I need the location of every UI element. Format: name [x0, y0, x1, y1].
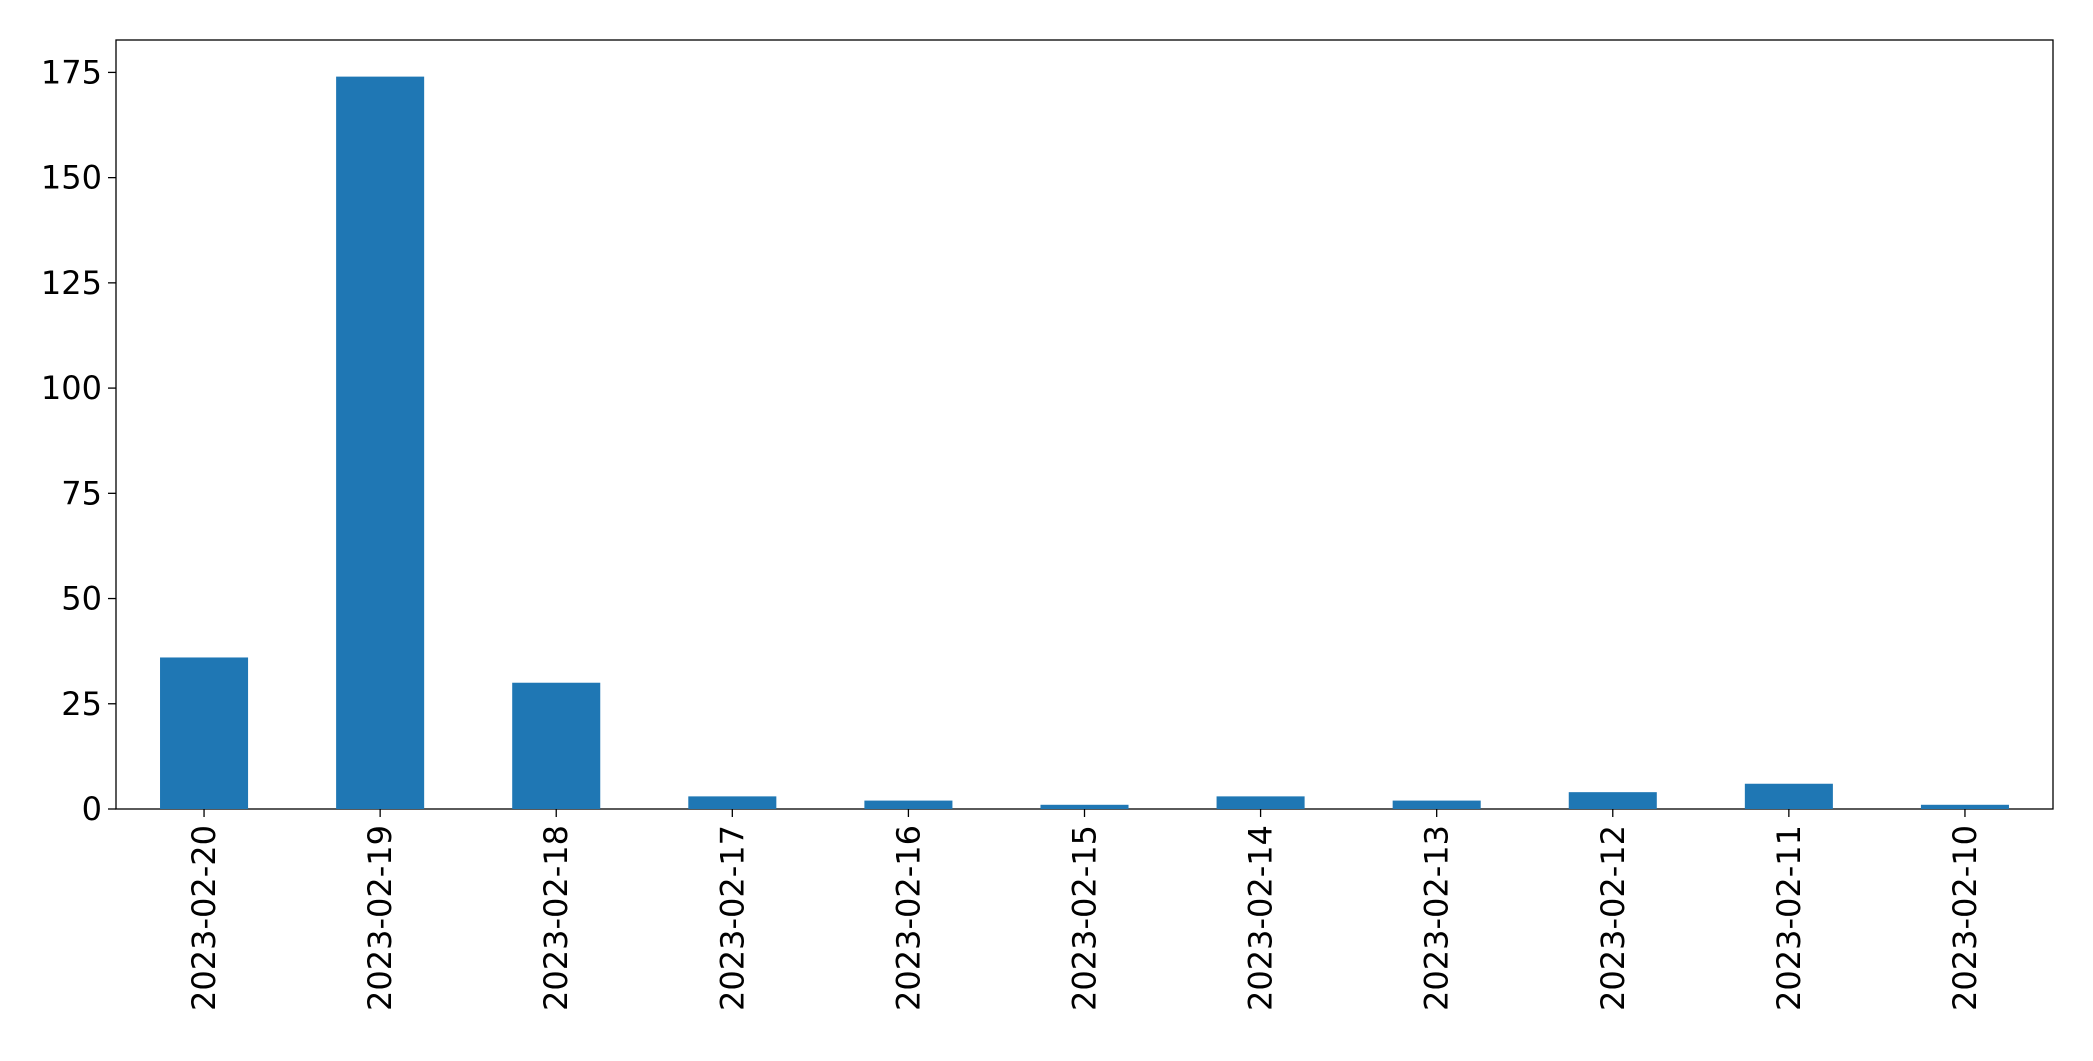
- bar: [688, 796, 777, 809]
- bar: [1392, 800, 1481, 809]
- bar: [864, 800, 953, 809]
- y-tick-label: 175: [41, 53, 102, 91]
- y-tick-label: 150: [41, 159, 102, 197]
- bar: [1568, 792, 1657, 809]
- x-tick-label: 2023-02-15: [1066, 825, 1104, 1011]
- y-tick-label: 100: [41, 369, 102, 407]
- x-tick-label: 2023-02-10: [1946, 825, 1984, 1011]
- y-tick-label: 125: [41, 264, 102, 302]
- x-tick-label: 2023-02-12: [1594, 825, 1632, 1011]
- bar: [160, 657, 249, 809]
- x-tick-label: 2023-02-14: [1242, 825, 1280, 1011]
- x-tick-label: 2023-02-20: [185, 825, 223, 1011]
- y-tick-label: 75: [61, 474, 102, 512]
- x-tick-label: 2023-02-19: [361, 825, 399, 1011]
- bar: [1216, 796, 1305, 809]
- x-tick-label: 2023-02-11: [1770, 825, 1808, 1011]
- bar: [512, 682, 601, 809]
- x-tick-label: 2023-02-18: [537, 825, 575, 1011]
- y-tick-label: 50: [61, 580, 102, 618]
- x-tick-label: 2023-02-13: [1418, 825, 1456, 1011]
- bar: [336, 76, 425, 810]
- y-tick-label: 25: [61, 685, 102, 723]
- y-tick-label: 0: [82, 790, 102, 828]
- bar: [1744, 783, 1833, 809]
- x-tick-label: 2023-02-16: [889, 825, 927, 1011]
- x-tick-label: 2023-02-17: [713, 825, 751, 1011]
- bar: [1920, 804, 2009, 809]
- bar: [1040, 804, 1129, 809]
